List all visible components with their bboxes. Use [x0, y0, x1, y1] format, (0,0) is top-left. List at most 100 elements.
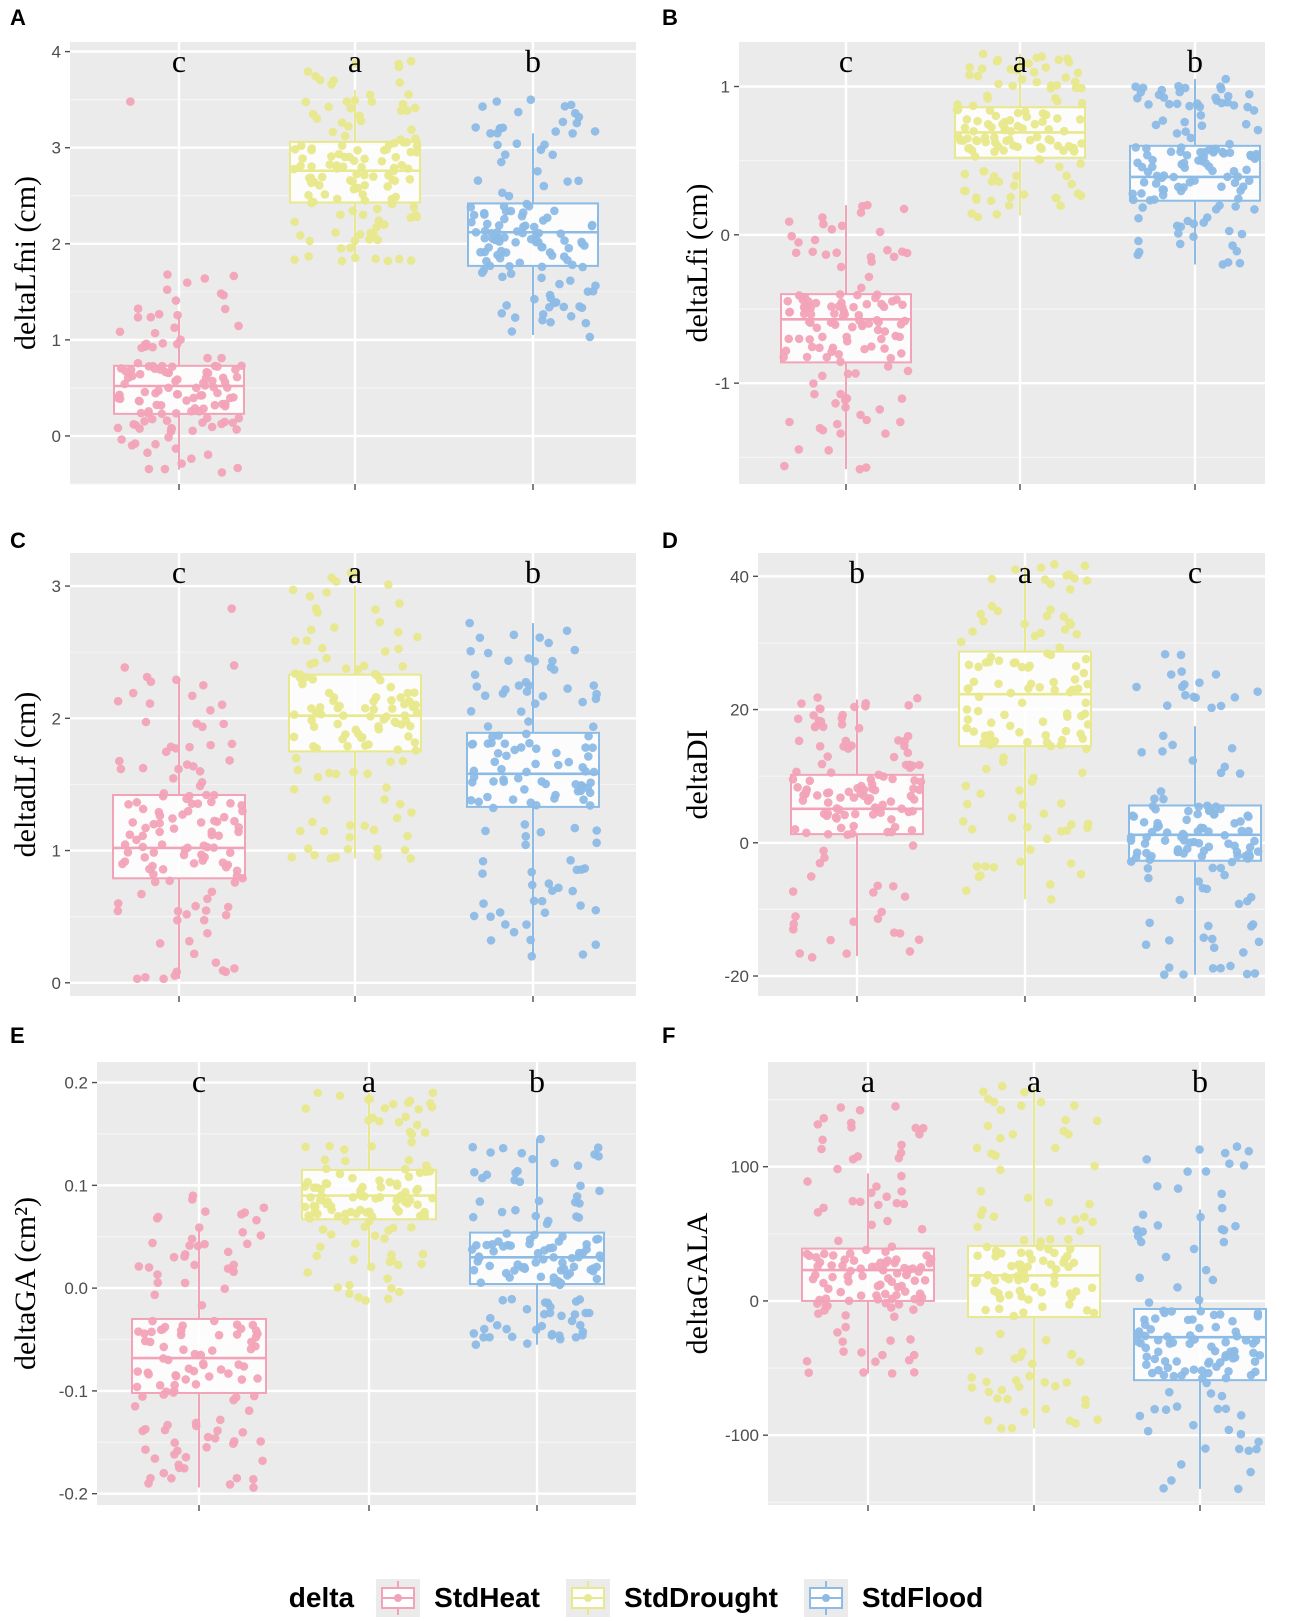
data-point: [485, 1332, 494, 1342]
data-point: [864, 319, 874, 328]
data-point: [983, 1416, 993, 1425]
data-point: [132, 974, 142, 984]
data-point: [894, 1299, 904, 1309]
data-point: [1195, 1145, 1204, 1154]
y-tick-label: 0.1: [64, 1176, 88, 1195]
data-point: [411, 134, 420, 144]
data-point: [543, 1216, 553, 1226]
data-point: [395, 599, 404, 608]
data-point: [410, 738, 420, 747]
data-point: [136, 408, 146, 418]
data-point: [223, 1247, 233, 1257]
data-point: [844, 1296, 854, 1306]
data-point: [1064, 57, 1074, 67]
data-point: [395, 799, 405, 809]
data-point: [872, 315, 882, 325]
data-point: [1080, 1212, 1089, 1222]
data-point: [560, 236, 569, 245]
data-point: [1159, 185, 1168, 195]
data-point: [377, 156, 387, 166]
legend-key-point: [821, 1594, 830, 1602]
data-point: [141, 973, 150, 982]
data-point: [813, 1120, 823, 1129]
data-point: [566, 855, 575, 865]
data-point: [182, 278, 192, 287]
data-point: [1020, 1407, 1029, 1416]
data-point: [1065, 1244, 1075, 1254]
data-point: [360, 821, 370, 831]
box-stdflood: b: [1132, 1063, 1267, 1494]
data-point: [418, 1249, 428, 1259]
data-point: [470, 1167, 479, 1177]
data-point: [1219, 1225, 1229, 1235]
data-point: [135, 369, 145, 379]
data-point: [1177, 1371, 1186, 1380]
legend-label-stddrought: StdDrought: [623, 1582, 778, 1613]
box-stdflood: b: [466, 43, 600, 342]
data-point: [1157, 85, 1167, 95]
data-point: [477, 268, 487, 278]
data-point: [555, 279, 564, 289]
data-point: [1186, 133, 1196, 143]
data-point: [1243, 811, 1252, 821]
data-point: [558, 1258, 567, 1268]
data-point: [592, 689, 601, 699]
data-point: [171, 409, 181, 418]
data-point: [1073, 68, 1083, 78]
data-point: [1217, 1391, 1227, 1401]
data-point: [1008, 1130, 1018, 1139]
data-point: [225, 1480, 235, 1489]
data-point: [1024, 684, 1033, 693]
data-point: [1181, 690, 1190, 700]
data-point: [1057, 735, 1067, 745]
data-point: [909, 795, 919, 804]
significance-letter: a: [362, 1063, 376, 1099]
data-point: [593, 1234, 603, 1244]
legend-label-stdflood: StdFlood: [861, 1582, 984, 1613]
data-point: [171, 444, 181, 453]
data-point: [591, 940, 601, 949]
data-point: [593, 1143, 603, 1152]
data-point: [1003, 1394, 1012, 1404]
data-point: [905, 760, 914, 770]
data-point: [899, 1199, 909, 1209]
data-point: [478, 856, 488, 866]
data-point: [1083, 679, 1092, 689]
data-point: [497, 764, 506, 774]
data-point: [253, 1374, 262, 1383]
data-point: [337, 256, 347, 266]
data-point: [495, 908, 505, 917]
data-point: [538, 310, 548, 319]
data-point: [971, 1278, 980, 1288]
data-point: [1000, 710, 1009, 720]
data-point: [1138, 1210, 1148, 1220]
data-point: [230, 964, 239, 973]
data-point: [806, 872, 816, 881]
data-point: [813, 693, 822, 702]
data-point: [889, 252, 899, 262]
data-point: [345, 243, 355, 253]
box-stdflood: b: [467, 1063, 606, 1349]
data-point: [1253, 687, 1262, 696]
data-point: [853, 290, 862, 300]
data-point: [415, 1168, 425, 1178]
data-point: [1143, 167, 1153, 177]
data-point: [128, 818, 138, 827]
data-point: [843, 369, 853, 379]
significance-letter: a: [1018, 554, 1032, 590]
data-point: [230, 816, 239, 826]
data-point: [202, 842, 212, 852]
data-point: [290, 144, 300, 154]
data-point: [1027, 1359, 1037, 1369]
data-point: [869, 888, 878, 897]
data-point: [328, 127, 338, 137]
data-point: [1202, 213, 1212, 222]
data-point: [228, 1439, 238, 1449]
data-point: [155, 1381, 165, 1390]
data-point: [815, 741, 825, 751]
data-point: [249, 1391, 259, 1401]
data-point: [983, 91, 992, 101]
data-point: [996, 1105, 1006, 1115]
data-point: [159, 788, 169, 798]
data-point: [120, 663, 130, 672]
